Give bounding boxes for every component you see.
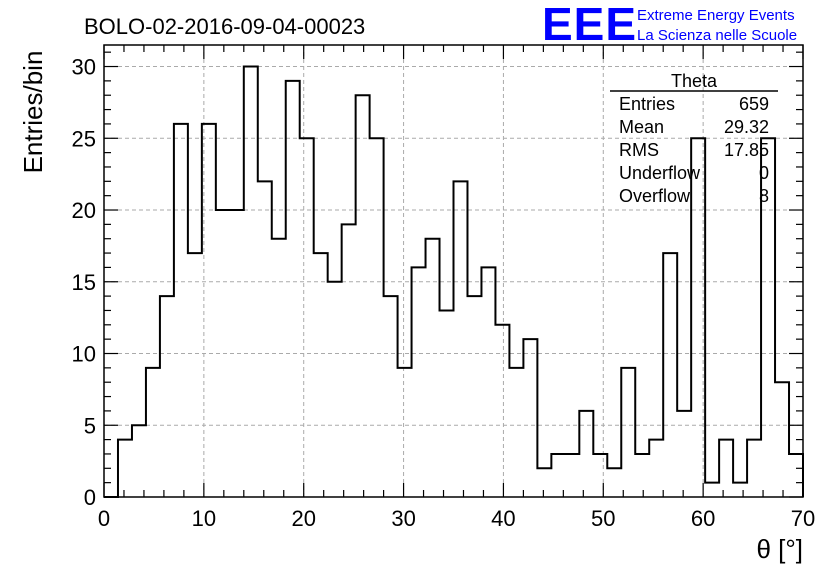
histogram-bin: [356, 95, 370, 497]
histogram-bin: [677, 411, 691, 497]
histogram-bin: [272, 239, 286, 497]
x-tick-label: 50: [591, 506, 615, 531]
tick-labels: 0 10 20 30 40 50 60 70 0 5 10 15 20 25 30: [72, 55, 816, 531]
y-tick-label: 10: [72, 342, 96, 367]
histogram-bin: [649, 440, 663, 497]
histogram-bin: [495, 325, 509, 497]
histogram-bin: [328, 282, 342, 497]
stats-label: Entries: [619, 94, 675, 114]
y-tick-label: 15: [72, 270, 96, 295]
stats-value: 0: [759, 163, 769, 183]
x-axis-title: θ [°]: [756, 534, 803, 564]
stats-label: RMS: [619, 140, 659, 160]
histogram-bin: [258, 181, 272, 497]
histogram-bin: [188, 253, 202, 497]
x-tick-label: 30: [391, 506, 415, 531]
stats-value: 8: [759, 186, 769, 206]
histogram-bin: [481, 267, 495, 497]
histogram-bin: [314, 253, 328, 497]
histogram-bin: [454, 181, 468, 497]
axes: [103, 44, 804, 498]
histogram-bin: [146, 368, 160, 497]
x-tick-label: 0: [98, 506, 110, 531]
histogram-bin: [565, 454, 579, 497]
stats-box: Theta Entries 659 Mean 29.32 RMS 17.85 Underfl…: [610, 71, 778, 206]
logo: EEE Extreme Energy Events La Scienza nel…: [542, 0, 797, 50]
histogram-bin: [174, 124, 188, 497]
histogram-bin: [370, 138, 384, 497]
histogram-bin: [300, 138, 314, 497]
histogram-bin: [635, 454, 649, 497]
y-tick-label: 20: [72, 198, 96, 223]
y-tick-label: 5: [84, 413, 96, 438]
x-tick-label: 20: [291, 506, 315, 531]
histogram-bin: [412, 267, 426, 497]
histogram-bin: [384, 296, 398, 497]
grid: [104, 45, 803, 497]
histogram-bin: [244, 67, 258, 497]
histogram-bin: [663, 253, 677, 497]
histogram-bin: [160, 296, 174, 497]
stats-rows: Entries 659 Mean 29.32 RMS 17.85 Underflow 0 Ove…: [619, 94, 769, 206]
plot-frame: [103, 44, 804, 498]
stats-label: Underflow: [619, 163, 701, 183]
histogram-bin: [733, 483, 747, 497]
histogram-bin: [132, 425, 146, 497]
histogram-bin: [216, 210, 230, 497]
x-tick-label: 40: [491, 506, 515, 531]
stats-value: 17.85: [724, 140, 769, 160]
histogram-bin: [523, 339, 537, 497]
histogram-bin: [579, 411, 593, 497]
histogram-bin: [775, 382, 789, 497]
stats-title: Theta: [671, 71, 718, 91]
histogram-bin: [593, 454, 607, 497]
x-tick-label: 60: [691, 506, 715, 531]
histogram-outline: [104, 65, 804, 498]
histogram-bin: [719, 440, 733, 497]
y-tick-label: 30: [72, 55, 96, 80]
histogram-bin: [230, 210, 244, 497]
y-tick-label: 0: [84, 485, 96, 510]
logo-line1: Extreme Energy Events: [637, 7, 795, 24]
chart-title: BOLO-02-2016-09-04-00023: [84, 14, 365, 39]
histogram-bin: [621, 368, 635, 497]
histogram-bin: [118, 440, 132, 497]
x-tick-label: 10: [192, 506, 216, 531]
histogram-bin: [747, 440, 761, 497]
stats-label: Mean: [619, 117, 664, 137]
histogram-bin: [426, 239, 440, 497]
histogram-bin: [342, 224, 356, 497]
y-axis-title: Entries/bin: [18, 51, 48, 174]
stats-value: 659: [739, 94, 769, 114]
histogram-bin: [467, 296, 481, 497]
logo-line2: La Scienza nelle Scuole: [637, 27, 797, 44]
histogram-bin: [789, 454, 803, 497]
logo-mark: EEE: [542, 0, 637, 50]
histogram-series: [104, 65, 804, 498]
stats-value: 29.32: [724, 117, 769, 137]
histogram-bin: [286, 81, 300, 497]
histogram-bin: [509, 368, 523, 497]
x-tick-label: 70: [791, 506, 815, 531]
histogram-bin: [398, 368, 412, 497]
histogram-bin: [691, 138, 705, 497]
histogram-bin: [440, 310, 454, 497]
histogram-bin: [537, 468, 551, 497]
histogram-bin: [202, 124, 216, 497]
stats-label: Overflow: [619, 186, 691, 206]
histogram-bin: [607, 468, 621, 497]
histogram-bin: [705, 483, 719, 497]
y-tick-label: 25: [72, 126, 96, 151]
